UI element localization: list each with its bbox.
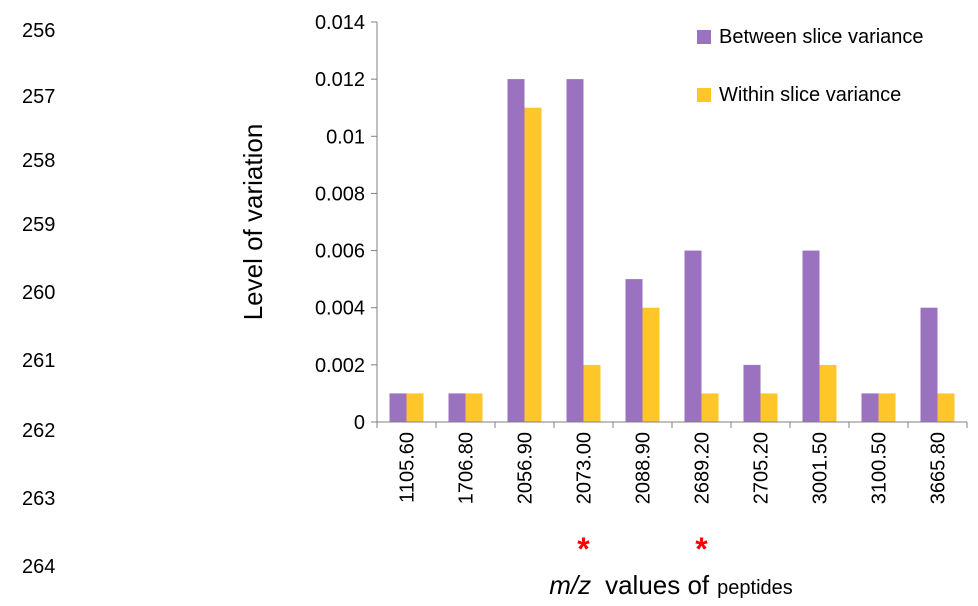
legend-label: Within slice variance <box>719 84 901 106</box>
x-tick-label: 3001.50 <box>810 432 832 504</box>
y-tick-label: 0 <box>354 412 365 434</box>
bars-layer <box>389 79 955 422</box>
x-tick-label: 1706.80 <box>456 432 478 504</box>
legend-label: Between slice variance <box>719 26 924 48</box>
between-slice-bar <box>448 393 466 422</box>
legend-swatch <box>697 30 711 44</box>
within-slice-bar <box>406 393 424 422</box>
x-axis-title-end: peptides <box>717 577 793 599</box>
x-axis-title-italic: m/z <box>549 570 591 600</box>
x-tick-label: 2073.00 <box>574 432 596 504</box>
between-slice-bar <box>743 364 761 422</box>
within-slice-bar <box>583 364 601 422</box>
between-slice-bar <box>920 307 938 422</box>
x-tick-label: 2056.90 <box>515 432 537 504</box>
legend-swatch <box>697 88 711 102</box>
x-tick-label: 3665.80 <box>928 432 950 504</box>
line-number: 259 <box>22 214 56 236</box>
x-axis-title-mid: values of <box>605 570 710 600</box>
y-tick-label: 0.002 <box>315 355 365 377</box>
within-slice-bar <box>465 393 483 422</box>
line-number: 260 <box>22 282 56 304</box>
within-slice-bar <box>642 307 660 422</box>
within-slice-bar <box>524 107 542 422</box>
between-slice-bar <box>802 250 820 422</box>
x-tick-label: 2705.20 <box>751 432 773 504</box>
line-number: 257 <box>22 86 56 108</box>
y-tick-label: 0.004 <box>315 298 365 320</box>
y-tick-label: 0.01 <box>326 126 365 148</box>
between-slice-bar <box>507 79 525 422</box>
within-slice-bar <box>760 393 778 422</box>
x-tick-label: 3100.50 <box>869 432 891 504</box>
between-slice-bar <box>566 79 584 422</box>
line-number: 264 <box>22 556 56 578</box>
within-slice-bar <box>701 393 719 422</box>
y-tick-label: 0.008 <box>315 183 365 205</box>
line-number: 256 <box>22 20 56 42</box>
within-slice-bar <box>819 364 837 422</box>
line-number: 258 <box>22 150 56 172</box>
line-number: 262 <box>22 420 56 442</box>
x-tick-label: 1105.60 <box>397 432 419 503</box>
significance-marker: * <box>577 531 590 567</box>
y-tick-label: 0.014 <box>315 12 365 34</box>
y-tick-label: 0.012 <box>315 69 365 91</box>
y-tick-label: 0.006 <box>315 241 365 263</box>
axes-layer <box>371 21 968 428</box>
line-number-column: 256 257 258 259 260 261 262 263 264 <box>0 0 80 606</box>
significance-marker: * <box>695 531 708 567</box>
between-slice-bar <box>389 393 407 422</box>
within-slice-bar <box>937 393 955 422</box>
between-slice-bar <box>684 250 702 422</box>
within-slice-bar <box>878 393 896 422</box>
x-tick-label: 2088.90 <box>633 432 655 504</box>
line-number: 263 <box>22 488 56 510</box>
y-axis-title: Level of variation <box>238 124 268 321</box>
between-slice-bar <box>625 279 643 422</box>
labels-layer: 0 0.002 0.004 0.006 0.008 0.01 0.012 0.014 1105.… <box>238 12 950 600</box>
legend: Between slice variance Within slice varia… <box>697 26 924 106</box>
line-number: 261 <box>22 350 56 372</box>
x-tick-label: 2689.20 <box>692 432 714 504</box>
between-slice-bar <box>861 393 879 422</box>
x-axis-title: m/z values of peptides <box>549 570 793 600</box>
